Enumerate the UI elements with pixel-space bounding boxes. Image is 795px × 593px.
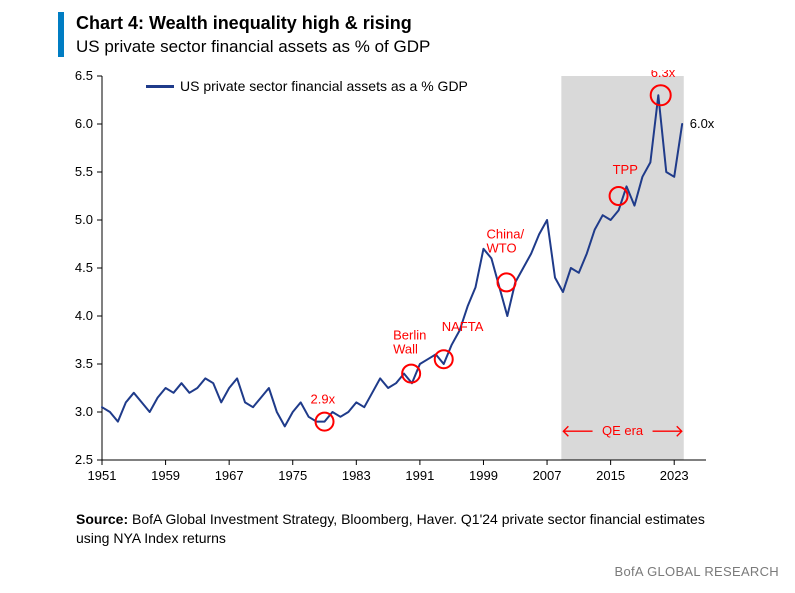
annotation-label-tpp: TPP — [613, 162, 638, 177]
qe-shaded-region — [561, 76, 683, 460]
y-tick-label: 4.0 — [75, 308, 93, 323]
qe-era-label: QE era — [602, 423, 644, 438]
annotation-circle-china — [498, 273, 516, 291]
x-tick-label: 2023 — [660, 468, 689, 483]
chart-title: Chart 4: Wealth inequality high & rising — [76, 12, 430, 35]
source-label: Source: — [76, 511, 128, 527]
chart-area: US private sector financial assets as a … — [58, 70, 748, 500]
y-tick-label: 5.0 — [75, 212, 93, 227]
annotation-label-peak: 6.3x — [651, 70, 676, 80]
y-tick-label: 3.0 — [75, 404, 93, 419]
legend-label: US private sector financial assets as a … — [180, 78, 468, 94]
chart-header: Chart 4: Wealth inequality high & rising… — [58, 12, 430, 57]
annotation-label2-berlin: Wall — [393, 342, 418, 357]
brand-mark: BofA GLOBAL RESEARCH — [615, 564, 779, 579]
y-tick-label: 6.5 — [75, 70, 93, 83]
x-tick-label: 1991 — [405, 468, 434, 483]
annotation-label-berlin: Berlin — [393, 328, 426, 343]
chart-svg: 2.5 3.0 3.5 4.0 4.5 5.0 5.5 6.0 6.5 1951 1959 1967 1… — [58, 70, 748, 500]
x-tick-label: 1959 — [151, 468, 180, 483]
annotation-label-lowpoint: 2.9x — [311, 392, 336, 407]
y-tick-label: 6.0 — [75, 116, 93, 131]
y-tick-label: 2.5 — [75, 452, 93, 467]
annotation-label2-china: WTO — [487, 240, 517, 255]
y-tick-label: 5.5 — [75, 164, 93, 179]
y-tick-label: 3.5 — [75, 356, 93, 371]
annotation-circle-nafta — [435, 350, 453, 368]
x-tick-label: 1999 — [469, 468, 498, 483]
x-tick-label: 1983 — [342, 468, 371, 483]
annotation-label-nafta: NAFTA — [442, 319, 484, 334]
end-value-label: 6.0x — [690, 116, 715, 131]
legend: US private sector financial assets as a … — [146, 78, 468, 94]
source-line: Source: BofA Global Investment Strategy,… — [76, 510, 736, 548]
x-tick-label: 1967 — [215, 468, 244, 483]
chart-subtitle: US private sector financial assets as % … — [76, 37, 430, 57]
legend-swatch — [146, 85, 174, 88]
source-text: BofA Global Investment Strategy, Bloombe… — [76, 511, 705, 546]
x-tick-label: 1951 — [88, 468, 117, 483]
y-tick-label: 4.5 — [75, 260, 93, 275]
chart-page: { "header": { "title": "Chart 4: Wealth … — [0, 0, 795, 593]
annotation-label-china: China/ — [487, 226, 525, 241]
x-tick-label: 2007 — [533, 468, 562, 483]
x-tick-label: 1975 — [278, 468, 307, 483]
x-tick-label: 2015 — [596, 468, 625, 483]
